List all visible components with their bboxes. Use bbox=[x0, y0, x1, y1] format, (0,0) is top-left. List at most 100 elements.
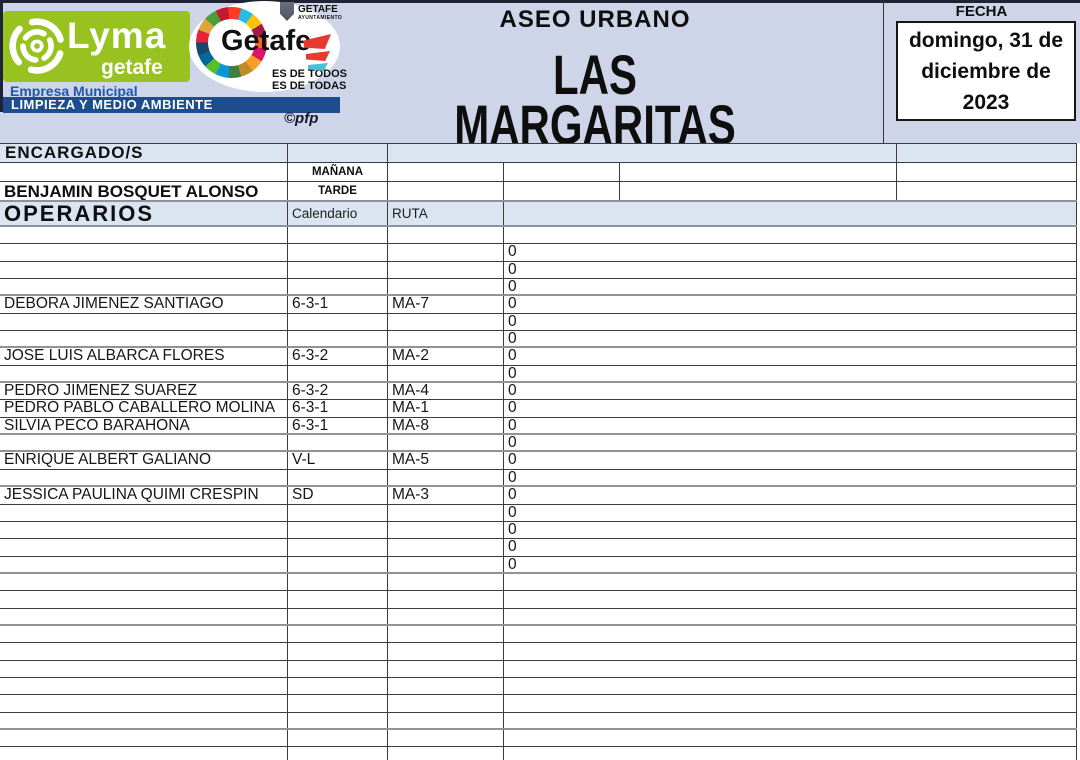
cell-ruta bbox=[388, 469, 504, 486]
cell-ruta bbox=[388, 365, 504, 382]
cell-value: 0 bbox=[504, 435, 1077, 451]
cell-value bbox=[504, 747, 1077, 760]
table-row bbox=[0, 643, 1077, 661]
accent-shape-red-2 bbox=[306, 51, 330, 61]
table-row bbox=[0, 608, 1077, 626]
cell-calendario bbox=[288, 469, 388, 486]
cell-calendario bbox=[288, 227, 388, 244]
cell-empty bbox=[897, 182, 1077, 200]
cell-calendario bbox=[288, 660, 388, 677]
cell-calendario bbox=[288, 435, 388, 451]
shift-evening-label: TARDE bbox=[288, 182, 388, 200]
table-row: 0 bbox=[0, 365, 1077, 384]
table-row: SILVIA PECO BARAHONA 6-3-1 MA-8 0 bbox=[0, 417, 1077, 436]
table-row: 0 bbox=[0, 435, 1077, 453]
cell-calendario: V-L bbox=[288, 452, 388, 469]
cell-calendario bbox=[288, 695, 388, 712]
cell-worker-name bbox=[0, 729, 288, 747]
table-row bbox=[0, 591, 1077, 609]
table-row: 0 bbox=[0, 521, 1077, 540]
accent-shape-cyan bbox=[308, 63, 328, 71]
cell-ruta bbox=[388, 227, 504, 244]
cell-value bbox=[504, 677, 1077, 695]
cell-empty bbox=[504, 163, 620, 181]
fecha-divider-line bbox=[883, 0, 884, 143]
encargados-header-cell bbox=[288, 144, 388, 162]
cell-ruta bbox=[388, 608, 504, 624]
cell-worker-name bbox=[0, 573, 288, 591]
left-border-line bbox=[0, 0, 3, 112]
table-row: DEBORA JIMENEZ SANTIAGO 6-3-1 MA-7 0 bbox=[0, 296, 1077, 314]
crest-title: GETAFE bbox=[298, 4, 338, 15]
cell-empty bbox=[897, 163, 1077, 181]
cell-value: 0 bbox=[504, 296, 1077, 313]
fecha-label: FECHA bbox=[955, 3, 1008, 20]
getafe-wordmark: Getafe bbox=[221, 25, 312, 57]
cell-worker-name bbox=[0, 747, 288, 760]
cell-worker-name: ENRIQUE ALBERT GALIANO bbox=[0, 452, 288, 469]
cell-worker-name bbox=[0, 313, 288, 331]
table-row bbox=[0, 660, 1077, 678]
cell-ruta bbox=[388, 660, 504, 677]
cell-calendario bbox=[288, 261, 388, 279]
cell-value: 0 bbox=[504, 417, 1077, 434]
cell-value: 0 bbox=[504, 504, 1077, 521]
cell-calendario: 6-3-2 bbox=[288, 348, 388, 365]
cell-worker-name bbox=[0, 695, 288, 712]
cell-calendario bbox=[288, 747, 388, 760]
cell-worker-name bbox=[0, 712, 288, 728]
tagline-todos: ES DE TODOS bbox=[272, 68, 347, 80]
table-row: 0 bbox=[0, 539, 1077, 557]
header-band: Lyma getafe Empresa Municipal LIMPIEZA Y… bbox=[0, 0, 1080, 153]
cell-empty bbox=[620, 182, 897, 200]
lyma-wordmark: Lyma bbox=[67, 15, 167, 56]
cell-worker-name bbox=[0, 625, 288, 643]
cell-calendario: 6-3-1 bbox=[288, 417, 388, 434]
cell-empty bbox=[0, 163, 288, 181]
cell-calendario bbox=[288, 539, 388, 556]
cell-ruta: MA-3 bbox=[388, 487, 504, 504]
cell-ruta bbox=[388, 435, 504, 451]
tagline-todas: ES DE TODAS bbox=[272, 80, 347, 92]
cell-empty bbox=[504, 202, 1077, 225]
date-line-2: diciembre de bbox=[921, 59, 1051, 83]
service-title: ASEO URBANO bbox=[499, 6, 691, 33]
cell-worker-name bbox=[0, 244, 288, 261]
crest-subtitle: AYUNTAMIENTO bbox=[298, 15, 343, 21]
cell-value bbox=[504, 625, 1077, 643]
cell-calendario bbox=[288, 279, 388, 295]
calendario-column-header: Calendario bbox=[288, 202, 388, 225]
cell-ruta bbox=[388, 573, 504, 591]
table-row bbox=[0, 677, 1077, 696]
operarios-header: OPERARIOS bbox=[0, 202, 288, 225]
cell-value bbox=[504, 729, 1077, 747]
cell-ruta: MA-5 bbox=[388, 452, 504, 469]
cell-worker-name bbox=[0, 261, 288, 279]
cell-value bbox=[504, 695, 1077, 712]
cell-empty bbox=[504, 182, 620, 200]
cell-ruta bbox=[388, 521, 504, 539]
cell-worker-name bbox=[0, 331, 288, 347]
cell-empty bbox=[388, 163, 504, 181]
table-row bbox=[0, 573, 1077, 592]
cell-value: 0 bbox=[504, 365, 1077, 382]
cell-ruta bbox=[388, 677, 504, 695]
cell-calendario bbox=[288, 591, 388, 608]
cell-calendario bbox=[288, 643, 388, 660]
cell-value: 0 bbox=[504, 539, 1077, 556]
cell-value: 0 bbox=[504, 279, 1077, 295]
cell-worker-name bbox=[0, 591, 288, 608]
cell-calendario bbox=[288, 573, 388, 591]
cell-ruta bbox=[388, 244, 504, 261]
cell-ruta bbox=[388, 712, 504, 728]
cell-worker-name bbox=[0, 677, 288, 695]
cell-worker-name: JESSICA PAULINA QUIMI CRESPIN bbox=[0, 487, 288, 504]
encargados-header-cell bbox=[897, 144, 1077, 162]
cell-ruta bbox=[388, 643, 504, 660]
date-box: domingo, 31 de diciembre de 2023 bbox=[896, 21, 1076, 121]
cell-worker-name: DEBORA JIMENEZ SANTIAGO bbox=[0, 296, 288, 313]
table-row: PEDRO PABLO CABALLERO MOLINA 6-3-1 MA-1 0 bbox=[0, 400, 1077, 418]
cell-calendario bbox=[288, 677, 388, 695]
cell-calendario: 6-3-1 bbox=[288, 400, 388, 417]
